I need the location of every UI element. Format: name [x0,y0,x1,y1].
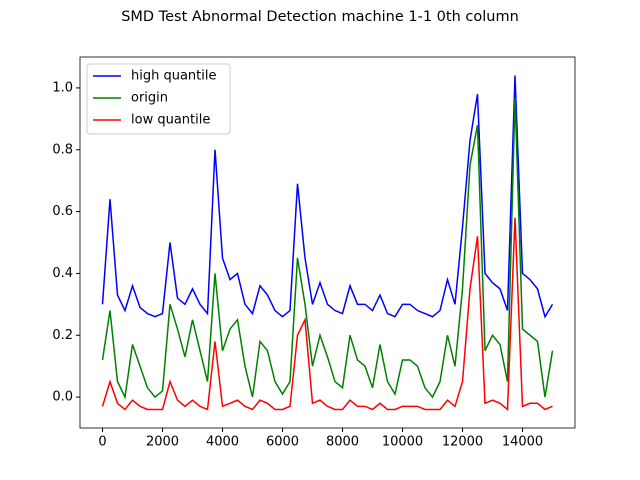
chart-title: SMD Test Abnormal Detection machine 1-1 … [121,9,519,25]
y-tick-label: 0.4 [52,266,73,281]
legend-label: origin [131,91,168,106]
legend-label: low quantile [131,113,210,128]
x-tick-label: 6000 [266,435,299,450]
y-tick-label: 0.6 [52,204,73,219]
plot-frame [79,56,576,429]
x-tick-label: 8000 [326,435,359,450]
x-tick-label: 0 [98,435,106,450]
x-tick-label: 10000 [382,435,423,450]
legend-box [86,63,231,135]
legend-label: high quantile [131,69,217,84]
x-tick-label: 2000 [146,435,179,450]
y-tick-label: 0.0 [52,390,73,405]
y-tick-label: 1.0 [52,80,73,95]
y-tick-label: 0.2 [52,328,73,343]
x-tick-label: 14000 [502,435,543,450]
series-line [101,97,554,400]
x-tick-label: 12000 [442,435,483,450]
series-line [101,75,554,319]
y-tick-label: 0.8 [52,142,73,157]
series-line [101,217,553,411]
x-tick-label: 4000 [206,435,239,450]
